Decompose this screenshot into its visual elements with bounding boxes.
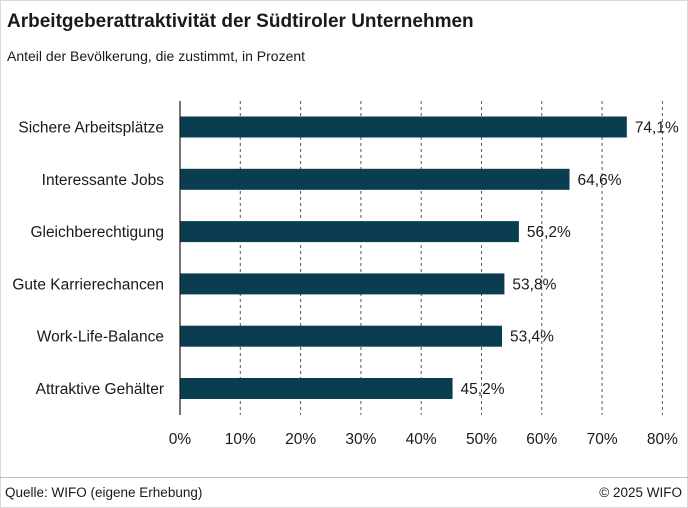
category-label: Sichere Arbeitsplätze xyxy=(18,120,164,137)
grid-lines xyxy=(239,101,663,415)
x-tick-label: 80% xyxy=(647,431,678,448)
value-label: 45,2% xyxy=(461,381,505,398)
bar xyxy=(180,273,505,295)
value-label: 53,8% xyxy=(512,276,556,293)
bar xyxy=(180,325,503,347)
x-tick-label: 50% xyxy=(466,431,497,448)
value-label: 56,2% xyxy=(527,224,571,241)
category-label: Interessante Jobs xyxy=(42,172,165,189)
chart-subtitle: Anteil der Bevölkerung, die zustimmt, in… xyxy=(7,48,306,64)
category-label: Gleichberechtigung xyxy=(30,224,164,241)
x-tick-label: 40% xyxy=(406,431,437,448)
bar xyxy=(180,378,453,399)
bar xyxy=(180,168,570,190)
value-label: 64,6% xyxy=(578,172,622,189)
x-axis-tick-labels: 0% 10% 20% 30% 40% 50% 60% 70% 80% xyxy=(169,431,678,448)
value-labels: 74,1% 64,6% 56,2% 53,8% 53,4% 45,2% xyxy=(461,120,679,399)
chart-title: Arbeitgeberattraktivität der Südtiroler … xyxy=(7,11,474,32)
copyright-note: © 2025 WIFO xyxy=(599,485,682,500)
x-tick-label: 0% xyxy=(169,431,192,448)
bars-group xyxy=(180,116,627,399)
category-label: Gute Karrierechancen xyxy=(12,276,164,293)
category-label: Attraktive Gehälter xyxy=(36,381,164,398)
category-label: Work-Life-Balance xyxy=(37,329,164,346)
category-labels: Sichere Arbeitsplätze Interessante Jobs Gl… xyxy=(12,120,164,399)
x-tick-label: 70% xyxy=(587,431,618,448)
value-label: 53,4% xyxy=(510,329,554,346)
footer-divider xyxy=(0,477,688,478)
bar-chart: Sichere Arbeitsplätze Interessante Jobs Gl… xyxy=(12,101,679,448)
x-tick-label: 20% xyxy=(285,431,316,448)
value-label: 74,1% xyxy=(635,120,679,137)
source-note: Quelle: WIFO (eigene Erhebung) xyxy=(5,485,203,500)
x-tick-label: 10% xyxy=(225,431,256,448)
x-tick-label: 30% xyxy=(345,431,376,448)
bar xyxy=(180,116,627,138)
bar xyxy=(180,221,519,243)
x-tick-label: 60% xyxy=(526,431,557,448)
